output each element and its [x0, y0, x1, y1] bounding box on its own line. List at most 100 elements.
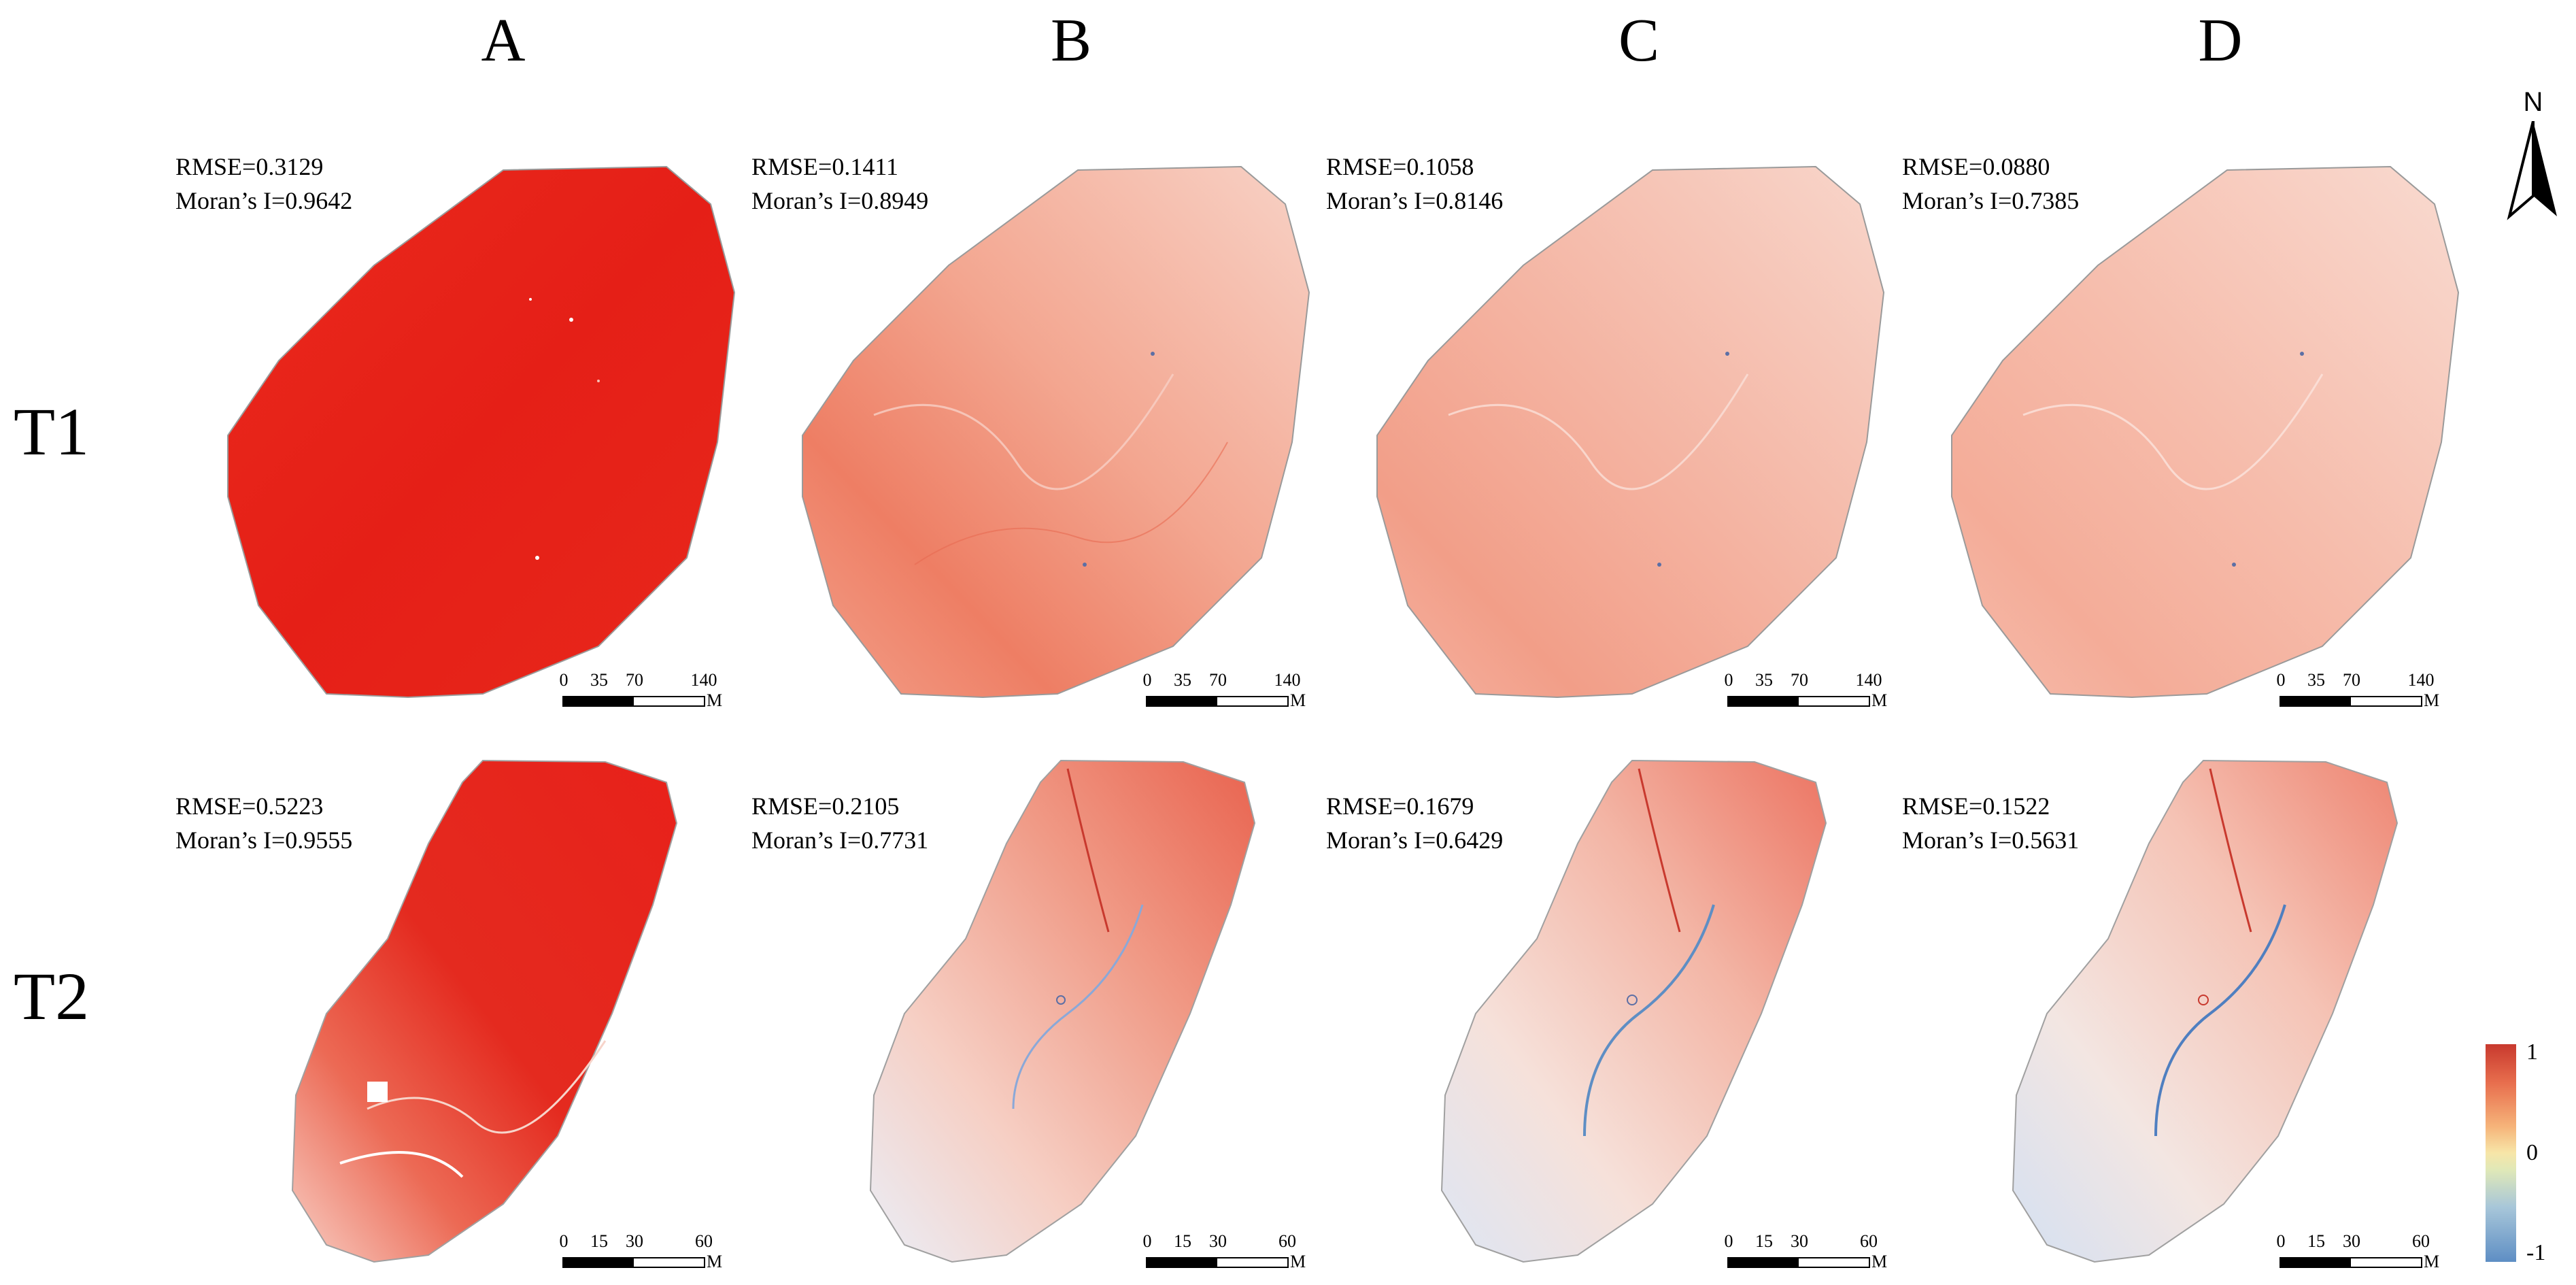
north-arrow-icon: N [2503, 87, 2564, 223]
scalebar-t1-b: 0 35 70 140 M [1142, 670, 1312, 718]
scale-unit: M [707, 1252, 723, 1271]
scale-unit: M [707, 690, 723, 710]
scale-tick-0: 0 [1724, 670, 1733, 690]
column-label-d: D [2198, 7, 2243, 74]
scale-tick-0: 0 [559, 670, 569, 690]
moran-label: Moran’s I=0.7731 [751, 827, 929, 854]
scale-tick-2: 30 [1209, 1231, 1227, 1251]
scale-tick-3: 140 [2407, 670, 2435, 690]
scale-bar [1146, 696, 1289, 707]
scale-tick-2: 30 [2343, 1231, 2360, 1251]
scale-unit: M [1290, 1252, 1306, 1271]
moran-label: Moran’s I=0.6429 [1326, 827, 1504, 854]
scale-tick-2: 70 [1791, 670, 1808, 690]
map-t2-d [2012, 759, 2399, 1263]
scalebar-t1-a: 0 35 70 140 M [559, 670, 729, 718]
scale-bar [2280, 696, 2422, 707]
column-label-b: B [1050, 7, 1092, 74]
scale-tick-0: 0 [559, 1231, 569, 1251]
scalebar-t2-d: 0 15 30 60 M [2276, 1231, 2446, 1279]
scale-tick-2: 70 [2343, 670, 2360, 690]
stats-t1-b: RMSE=0.1411 Moran’s I=0.8949 [751, 150, 928, 218]
rmse-label: RMSE=0.1679 [1326, 792, 1474, 820]
north-label: N [2523, 87, 2543, 117]
scale-tick-3: 140 [1274, 670, 1301, 690]
moran-label: Moran’s I=0.8949 [751, 187, 929, 214]
scale-tick-2: 30 [626, 1231, 643, 1251]
scalebar-t2-a: 0 15 30 60 M [559, 1231, 729, 1279]
scale-bar [1146, 1257, 1289, 1268]
map-t1-c [1376, 165, 1885, 699]
scale-bar [2280, 1257, 2422, 1268]
stats-t2-a: RMSE=0.5223 Moran’s I=0.9555 [175, 789, 352, 857]
scale-tick-3: 60 [1278, 1231, 1296, 1251]
row-label-t2: T2 [14, 958, 90, 1034]
rmse-label: RMSE=0.0880 [1902, 153, 2050, 180]
scale-tick-1: 35 [590, 670, 608, 690]
scale-tick-2: 30 [1791, 1231, 1808, 1251]
scale-tick-2: 70 [1209, 670, 1227, 690]
moran-label: Moran’s I=0.7385 [1902, 187, 2080, 214]
rmse-label: RMSE=0.5223 [175, 792, 324, 820]
scale-tick-1: 15 [2307, 1231, 2325, 1251]
scale-tick-0: 0 [1724, 1231, 1733, 1251]
scale-tick-3: 60 [2412, 1231, 2430, 1251]
scalebar-t1-c: 0 35 70 140 M [1724, 670, 1894, 718]
scale-tick-1: 35 [2307, 670, 2325, 690]
scalebar-t1-d: 0 35 70 140 M [2277, 670, 2446, 718]
column-label-a: A [481, 7, 526, 74]
map-t1-a [227, 165, 736, 699]
scale-tick-0: 0 [1142, 670, 1152, 690]
scale-unit: M [1871, 690, 1888, 710]
stats-t2-c: RMSE=0.1679 Moran’s I=0.6429 [1326, 789, 1503, 857]
scale-tick-3: 140 [1855, 670, 1882, 690]
color-legend: 1 0 -1 [2482, 1039, 2571, 1269]
scalebar-t2-b: 0 15 30 60 M [1142, 1231, 1312, 1279]
map-t2-c [1440, 759, 1827, 1263]
legend-mid-label: 0 [2526, 1140, 2538, 1165]
scale-tick-2: 70 [626, 670, 643, 690]
scale-unit: M [1871, 1252, 1888, 1271]
legend-min-label: -1 [2526, 1240, 2546, 1265]
moran-label: Moran’s I=0.9555 [175, 827, 353, 854]
moran-label: Moran’s I=0.9642 [175, 187, 353, 214]
rmse-label: RMSE=0.1411 [751, 153, 898, 180]
moran-label: Moran’s I=0.8146 [1326, 187, 1504, 214]
map-t2-b [869, 759, 1256, 1263]
moran-label: Moran’s I=0.5631 [1902, 827, 2080, 854]
legend-max-label: 1 [2526, 1039, 2538, 1065]
rmse-label: RMSE=0.3129 [175, 153, 324, 180]
scale-unit: M [2424, 690, 2440, 710]
scalebar-t2-c: 0 15 30 60 M [1724, 1231, 1894, 1279]
row-label-t1: T1 [14, 394, 90, 469]
scale-bar [562, 1257, 705, 1268]
scale-tick-1: 15 [590, 1231, 608, 1251]
scale-tick-3: 140 [690, 670, 717, 690]
scale-bar [562, 696, 705, 707]
scale-tick-3: 60 [1860, 1231, 1878, 1251]
column-label-c: C [1618, 7, 1660, 74]
stats-t1-a: RMSE=0.3129 Moran’s I=0.9642 [175, 150, 352, 218]
map-t1-d [1951, 165, 2460, 699]
scale-tick-1: 15 [1174, 1231, 1191, 1251]
stats-t1-d: RMSE=0.0880 Moran’s I=0.7385 [1902, 150, 2079, 218]
scale-bar [1727, 696, 1870, 707]
legend-color-ramp [2486, 1044, 2516, 1262]
scale-tick-3: 60 [695, 1231, 713, 1251]
scale-tick-0: 0 [2276, 1231, 2286, 1251]
map-t1-b [802, 165, 1310, 699]
scale-tick-1: 15 [1755, 1231, 1773, 1251]
scale-tick-1: 35 [1755, 670, 1773, 690]
scale-unit: M [2424, 1252, 2440, 1271]
map-t2-a [291, 759, 678, 1263]
stats-t2-b: RMSE=0.2105 Moran’s I=0.7731 [751, 789, 928, 857]
stats-t1-c: RMSE=0.1058 Moran’s I=0.8146 [1326, 150, 1503, 218]
rmse-label: RMSE=0.1522 [1902, 792, 2050, 820]
scale-tick-1: 35 [1174, 670, 1191, 690]
scale-unit: M [1290, 690, 1306, 710]
rmse-label: RMSE=0.1058 [1326, 153, 1474, 180]
stats-t2-d: RMSE=0.1522 Moran’s I=0.5631 [1902, 789, 2079, 857]
rmse-label: RMSE=0.2105 [751, 792, 900, 820]
scale-tick-0: 0 [1142, 1231, 1152, 1251]
scale-bar [1727, 1257, 1870, 1268]
